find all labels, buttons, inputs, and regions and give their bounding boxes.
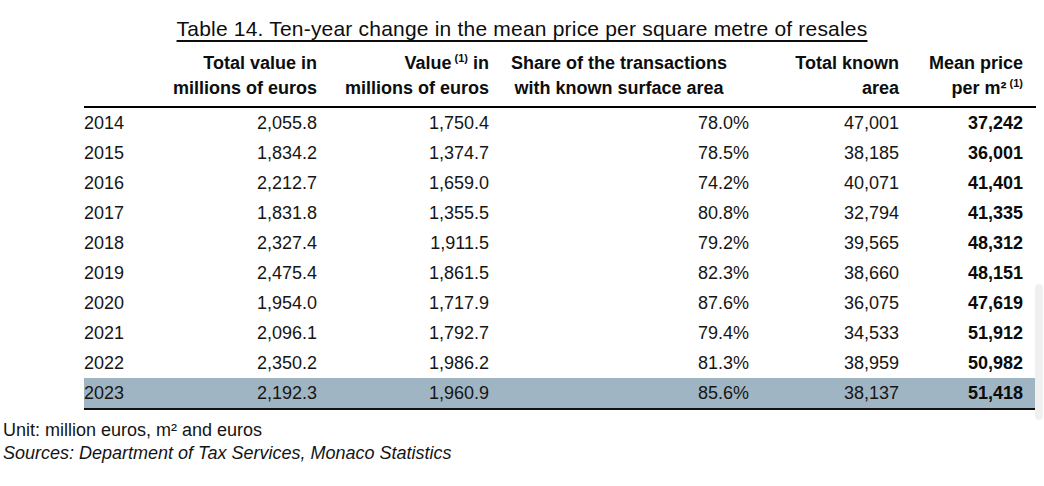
area-cell: 47,001 — [749, 107, 899, 138]
col-header-total-value: Total value in millions of euros — [164, 51, 317, 107]
value-cell: 1,659.0 — [317, 168, 489, 198]
share-cell: 79.4% — [489, 318, 749, 348]
total-value-cell: 2,192.3 — [164, 378, 317, 409]
total-value-cell: 2,475.4 — [164, 258, 317, 288]
mean-price-cell: 51,912 — [899, 318, 1036, 348]
value-cell: 1,792.7 — [317, 318, 489, 348]
mean-price-cell: 41,401 — [899, 168, 1036, 198]
area-cell: 38,185 — [749, 138, 899, 168]
header-line: Value(1) in — [317, 51, 489, 76]
total-value-cell: 1,831.8 — [164, 198, 317, 228]
value-cell: 1,374.7 — [317, 138, 489, 168]
mean-price-cell: 50,982 — [899, 348, 1036, 378]
total-value-cell: 1,954.0 — [164, 288, 317, 318]
value-cell: 1,355.5 — [317, 198, 489, 228]
header-line: per m²(1) — [899, 76, 1023, 101]
col-header-total-known-area: Total known area — [749, 51, 899, 107]
mean-price-cell: 41,335 — [899, 198, 1036, 228]
mean-price-cell: 37,242 — [899, 107, 1036, 138]
resales-table: Total value in millions of euros Value(1… — [84, 51, 1036, 410]
table-row: 2016 2,212.7 1,659.0 74.2% 40,071 41,401 — [84, 168, 1036, 198]
table-row: 2022 2,350.2 1,986.2 81.3% 38,959 50,982 — [84, 348, 1036, 378]
year-cell: 2022 — [84, 348, 164, 378]
table-row-highlighted: 2023 2,192.3 1,960.9 85.6% 38,137 51,418 — [84, 378, 1036, 409]
sources-note: Sources: Department of Tax Services, Mon… — [3, 442, 1044, 465]
area-cell: 40,071 — [749, 168, 899, 198]
value-cell: 1,750.4 — [317, 107, 489, 138]
header-line: Total known — [749, 51, 899, 76]
value-cell: 1,717.9 — [317, 288, 489, 318]
mean-price-cell: 47,619 — [899, 288, 1036, 318]
header-line: area — [749, 76, 899, 101]
header-row: Total value in millions of euros Value(1… — [84, 51, 1036, 107]
header-line: Share of the transactions — [489, 51, 749, 76]
mean-price-cell: 36,001 — [899, 138, 1036, 168]
mean-price-cell: 51,418 — [899, 378, 1036, 409]
year-cell: 2020 — [84, 288, 164, 318]
total-value-cell: 2,350.2 — [164, 348, 317, 378]
table-row: 2018 2,327.4 1,911.5 79.2% 39,565 48,312 — [84, 228, 1036, 258]
share-cell: 74.2% — [489, 168, 749, 198]
footnote-marker: (1) — [455, 52, 468, 64]
scrollbar-thumb[interactable] — [1035, 284, 1043, 420]
value-cell: 1,986.2 — [317, 348, 489, 378]
value-cell: 1,861.5 — [317, 258, 489, 288]
total-value-cell: 2,212.7 — [164, 168, 317, 198]
share-cell: 85.6% — [489, 378, 749, 409]
mean-price-cell: 48,151 — [899, 258, 1036, 288]
header-line: Total value in — [164, 51, 317, 76]
area-cell: 38,137 — [749, 378, 899, 409]
table-row: 2019 2,475.4 1,861.5 82.3% 38,660 48,151 — [84, 258, 1036, 288]
mean-price-cell: 48,312 — [899, 228, 1036, 258]
year-cell: 2018 — [84, 228, 164, 258]
total-value-cell: 2,096.1 — [164, 318, 317, 348]
area-cell: 34,533 — [749, 318, 899, 348]
header-line: with known surface area — [489, 76, 749, 101]
total-value-cell: 1,834.2 — [164, 138, 317, 168]
unit-note: Unit: million euros, m² and euros — [3, 419, 1044, 442]
header-line: millions of euros — [164, 76, 317, 101]
share-cell: 79.2% — [489, 228, 749, 258]
col-header-share: Share of the transactions with known sur… — [489, 51, 749, 107]
table-row: 2020 1,954.0 1,717.9 87.6% 36,075 47,619 — [84, 288, 1036, 318]
year-cell: 2017 — [84, 198, 164, 228]
table-title: Table 14. Ten-year change in the mean pr… — [0, 17, 1044, 41]
table-row: 2021 2,096.1 1,792.7 79.4% 34,533 51,912 — [84, 318, 1036, 348]
year-cell: 2016 — [84, 168, 164, 198]
table-row: 2014 2,055.8 1,750.4 78.0% 47,001 37,242 — [84, 107, 1036, 138]
col-header-mean-price: Mean price per m²(1) — [899, 51, 1036, 107]
value-cell: 1,911.5 — [317, 228, 489, 258]
share-cell: 78.0% — [489, 107, 749, 138]
area-cell: 36,075 — [749, 288, 899, 318]
total-value-cell: 2,055.8 — [164, 107, 317, 138]
header-line: Mean price — [899, 51, 1023, 76]
table-row: 2015 1,834.2 1,374.7 78.5% 38,185 36,001 — [84, 138, 1036, 168]
year-cell: 2019 — [84, 258, 164, 288]
footnote-marker: (1) — [1010, 77, 1023, 89]
share-cell: 78.5% — [489, 138, 749, 168]
col-header-year — [84, 51, 164, 107]
area-cell: 38,660 — [749, 258, 899, 288]
year-cell: 2023 — [84, 378, 164, 409]
total-value-cell: 2,327.4 — [164, 228, 317, 258]
share-cell: 87.6% — [489, 288, 749, 318]
share-cell: 82.3% — [489, 258, 749, 288]
header-line: millions of euros — [317, 76, 489, 101]
col-header-value: Value(1) in millions of euros — [317, 51, 489, 107]
area-cell: 38,959 — [749, 348, 899, 378]
share-cell: 81.3% — [489, 348, 749, 378]
year-cell: 2015 — [84, 138, 164, 168]
value-cell: 1,960.9 — [317, 378, 489, 409]
year-cell: 2021 — [84, 318, 164, 348]
area-cell: 39,565 — [749, 228, 899, 258]
area-cell: 32,794 — [749, 198, 899, 228]
share-cell: 80.8% — [489, 198, 749, 228]
table-row: 2017 1,831.8 1,355.5 80.8% 32,794 41,335 — [84, 198, 1036, 228]
year-cell: 2014 — [84, 107, 164, 138]
